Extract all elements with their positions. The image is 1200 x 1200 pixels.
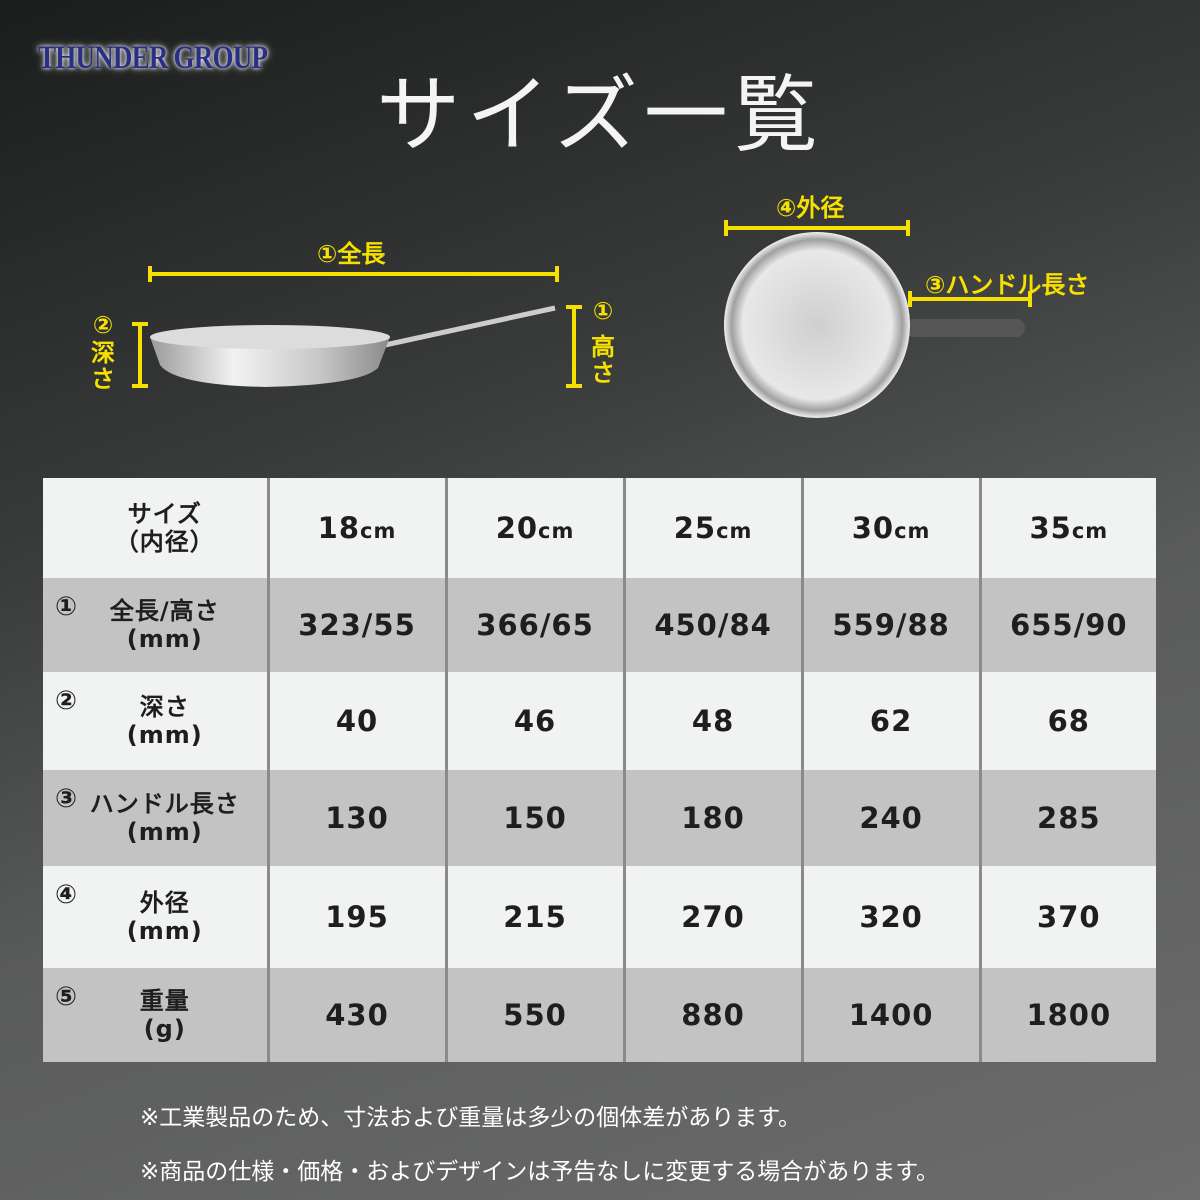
side-view-pan [150,305,556,387]
row-unit: (g) [143,1015,186,1043]
row-unit: (mm) [126,818,203,846]
page-title: サイズ一覧 [376,66,824,164]
value-cell: 68 [978,672,1156,770]
value-cell: 285 [978,770,1156,866]
value-cell: 40 [266,672,447,770]
table-row: ① 全長/高さ (mm) 323/55 366/65 450/84 559/88 655/90 [43,578,1156,672]
size-cell: 30cm [800,478,981,578]
value-cell: 240 [800,770,981,866]
label-outer-diameter: ④外径 [776,194,845,222]
size-table: サイズ （内径） 18cm 20cm 25cm 30cm 35cm ① 全長/高さ(… [43,478,1156,1062]
row-label-cell: ② 深さ (mm) [43,672,268,770]
row-label: 外径 [139,889,190,917]
table-header-row: サイズ （内径） 18cm 20cm 25cm 30cm 35cm [43,478,1156,578]
row-unit: (mm) [126,917,203,945]
size-cell: 35cm [978,478,1156,578]
row-number: ⑤ [55,982,79,1012]
pan-diagram [132,220,1032,418]
label-height: 高さ [591,333,615,387]
row-label: 重量 [139,987,190,1015]
value-cell: 550 [444,968,625,1062]
value-cell: 559/88 [800,578,981,672]
value-cell: 880 [622,968,803,1062]
value-cell: 270 [622,866,803,968]
row-number: ④ [55,880,79,910]
value-cell: 430 [266,968,447,1062]
size-cell: 20cm [444,478,625,578]
value-cell: 366/65 [444,578,625,672]
value-cell: 655/90 [978,578,1156,672]
row-label-cell: ③ ハンドル長さ (mm) [43,770,268,866]
table-row: ③ ハンドル長さ (mm) 130 150 180 240 285 [43,770,1156,866]
row-label: 深さ [139,693,190,721]
dimension-lines [132,220,1032,388]
note-1: ※工業製品のため、寸法および重量は多少の個体差があります。 [140,1105,801,1131]
value-cell: 1400 [800,968,981,1062]
value-cell: 48 [622,672,803,770]
value-cell: 450/84 [622,578,803,672]
brand-logo: THUNDER GROUP [38,40,268,76]
table-row: ④ 外径 (mm) 195 215 270 320 370 [43,866,1156,968]
value-cell: 46 [444,672,625,770]
value-cell: 130 [266,770,447,866]
row-label: ハンドル長さ [89,790,240,818]
value-cell: 62 [800,672,981,770]
row-label-cell: ① 全長/高さ (mm) [43,578,268,672]
row-number: ② [55,686,79,716]
label-height-num: ① [592,297,614,325]
row-number: ① [55,592,79,622]
value-cell: 320 [800,866,981,968]
row-label: 全長/高さ [109,597,220,625]
label-total-length: ①全長 [317,240,386,268]
row-unit: (mm) [126,721,203,749]
value-cell: 1800 [978,968,1156,1062]
header-label: サイズ [127,500,202,528]
value-cell: 180 [622,770,803,866]
value-cell: 215 [444,866,625,968]
row-number: ③ [55,784,79,814]
value-cell: 195 [266,866,447,968]
value-cell: 150 [444,770,625,866]
row-label-cell: ⑤ 重量 (g) [43,968,268,1062]
label-handle-length: ③ハンドル長さ [925,271,1090,299]
header-sub: （内径） [114,528,215,556]
size-cell: 25cm [622,478,803,578]
top-view-pan [724,232,1025,418]
header-label-cell: サイズ （内径） [43,478,268,578]
value-cell: 323/55 [266,578,447,672]
row-unit: (mm) [126,625,203,653]
label-depth: 深さ [91,339,115,393]
size-cell: 18cm [266,478,447,578]
table-row: ⑤ 重量 (g) 430 550 880 1400 1800 [43,968,1156,1062]
note-2: ※商品の仕様・価格・およびデザインは予告なしに変更する場合があります。 [140,1159,939,1185]
table-row: ② 深さ (mm) 40 46 48 62 68 [43,672,1156,770]
label-depth-num: ② [92,311,114,339]
value-cell: 370 [978,866,1156,968]
row-label-cell: ④ 外径 (mm) [43,866,268,968]
